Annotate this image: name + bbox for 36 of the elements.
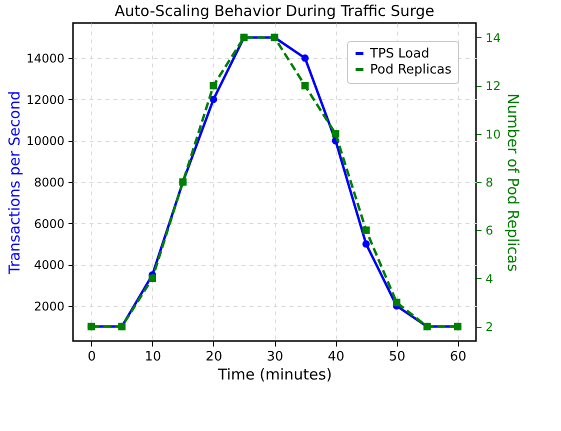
- point: [148, 274, 156, 282]
- point: [362, 226, 370, 234]
- y-tick-label: 2000: [34, 299, 64, 314]
- y-tick-label: 4000: [34, 258, 64, 272]
- x-axis-title: Time (minutes): [217, 366, 332, 384]
- y-tick-label: 10000: [26, 134, 64, 148]
- x-tick-label: 60: [450, 350, 466, 364]
- x-tick-label: 40: [328, 350, 344, 364]
- point: [362, 240, 370, 248]
- y-tick-label: 8000: [34, 176, 64, 190]
- y2-tick-label: 2: [486, 320, 494, 334]
- y-tick-label: 6000: [34, 216, 64, 231]
- x-tick-label: 30: [266, 350, 284, 364]
- point: [210, 82, 218, 90]
- y-tick-label: 14000: [26, 52, 64, 66]
- y2-tick-label: 4: [486, 272, 494, 286]
- point: [301, 54, 309, 62]
- legend-label: Pod Replicas: [370, 62, 452, 78]
- y2-tick-label: 6: [486, 224, 494, 238]
- y2-tick-label: 10: [486, 127, 501, 142]
- y-axis-title: Transactions per Second: [5, 90, 24, 276]
- y2-tick-label: 8: [486, 176, 494, 190]
- chart-title: Auto-Scaling Behavior During Traffic Surge: [114, 2, 434, 20]
- y2-tick-label: 12: [486, 79, 501, 94]
- y2-tick-label: 14: [486, 30, 501, 45]
- legend-label: TPS Load: [369, 46, 430, 62]
- x-tick-label: 0: [88, 350, 96, 364]
- x-tick-label: 10: [144, 350, 162, 364]
- y2-axis-title: Number of Pod Replicas: [504, 93, 522, 272]
- point: [210, 96, 218, 104]
- point: [332, 130, 340, 138]
- x-tick-label: 20: [206, 350, 222, 364]
- y-tick-label: 12000: [26, 92, 64, 107]
- x-tick-label: 50: [388, 350, 406, 364]
- point: [392, 298, 400, 306]
- point: [301, 82, 309, 90]
